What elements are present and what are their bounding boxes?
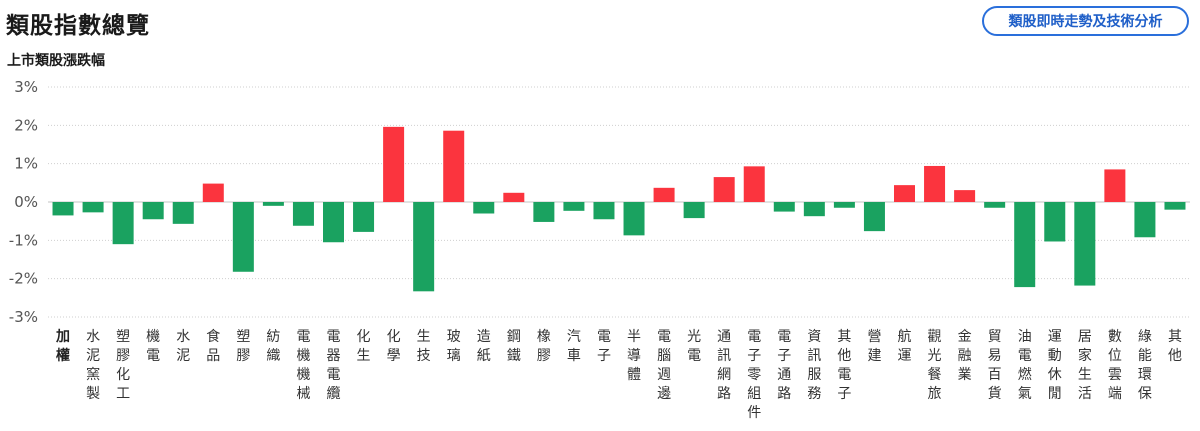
x-tick-label: 金融業 — [958, 329, 972, 383]
bar-營建[interactable] — [863, 202, 885, 232]
bar-運動休閒[interactable] — [1044, 202, 1066, 242]
bar-水泥窯製[interactable] — [82, 202, 104, 213]
bar-金融業[interactable] — [954, 190, 976, 202]
x-tick-label: 生技 — [417, 329, 431, 364]
bar-電子[interactable] — [593, 202, 615, 220]
bar-數位雲端[interactable] — [1104, 169, 1126, 202]
chart-title: 上市類股漲跌幅 — [7, 53, 105, 69]
x-tick-label: 機電 — [146, 329, 160, 364]
bar-電腦週邊[interactable] — [653, 187, 675, 202]
x-tick-label: 油電燃氣 — [1018, 329, 1032, 402]
bar-造紙[interactable] — [473, 202, 495, 214]
x-tick-label: 其他電子 — [837, 329, 851, 402]
bar-電機機械[interactable] — [292, 202, 314, 226]
x-tick-label: 資訊服務 — [807, 329, 821, 402]
x-tick-label: 食品 — [206, 328, 220, 364]
x-tick-label: 塑膠化工 — [116, 329, 130, 402]
x-tick-label: 塑膠 — [236, 329, 250, 364]
x-tick-label: 數位雲端 — [1108, 329, 1122, 402]
x-tick-label: 其他 — [1168, 329, 1182, 364]
bar-電器電纜[interactable] — [323, 202, 344, 243]
y-tick-label: 2% — [14, 116, 38, 134]
bar-橡膠[interactable] — [533, 202, 555, 222]
x-tick-label: 造紙 — [477, 329, 491, 364]
bar-紡織[interactable] — [262, 202, 284, 206]
bar-水泥[interactable] — [172, 202, 194, 224]
x-tick-label: 光電 — [687, 329, 701, 364]
bar-加權[interactable] — [52, 202, 74, 216]
bar-光電[interactable] — [683, 202, 705, 219]
sector-trend-analysis-button[interactable]: 類股即時走勢及技術分析 — [982, 6, 1189, 36]
bar-航運[interactable] — [894, 185, 915, 202]
y-tick-label: -3% — [9, 308, 38, 326]
bar-居家生活[interactable] — [1074, 202, 1096, 286]
bar-油電燃氣[interactable] — [1014, 202, 1036, 288]
x-tick-label: 半導體 — [627, 329, 641, 383]
bar-其他電子[interactable] — [833, 202, 855, 208]
chart-bars — [52, 126, 1186, 292]
x-tick-label: 電腦週邊 — [657, 329, 671, 402]
bar-機電[interactable] — [142, 202, 164, 220]
y-tick-label: -2% — [9, 270, 38, 288]
bar-鋼鐵[interactable] — [503, 192, 525, 202]
bar-塑膠化工[interactable] — [112, 202, 134, 245]
x-tick-label: 水泥 — [176, 329, 190, 364]
x-tick-label: 橡膠 — [537, 329, 551, 364]
bar-貿易百貨[interactable] — [984, 202, 1006, 208]
x-tick-label: 航運 — [898, 329, 912, 364]
x-tick-label: 電子零組件 — [747, 329, 761, 421]
bar-汽車[interactable] — [563, 202, 585, 211]
bar-觀光餐旅[interactable] — [924, 165, 946, 202]
x-tick-label: 化學 — [387, 329, 401, 364]
x-tick-label: 貿易百貨 — [988, 329, 1002, 402]
y-tick-label: -1% — [9, 231, 38, 249]
bar-綠能環保[interactable] — [1134, 202, 1156, 238]
x-tick-label: 電機機械 — [296, 329, 310, 402]
x-tick-label: 觀光餐旅 — [928, 329, 942, 402]
bar-資訊服務[interactable] — [803, 202, 825, 217]
page-title: 類股指數總覽 — [6, 13, 150, 39]
bar-生技[interactable] — [413, 202, 435, 292]
x-tick-label: 電子 — [597, 329, 611, 364]
x-tick-label: 居家生活 — [1078, 329, 1092, 402]
bar-食品[interactable] — [202, 183, 224, 202]
x-tick-label: 鋼鐵 — [507, 329, 521, 364]
bar-其他[interactable] — [1164, 202, 1186, 210]
x-tick-label: 電子通路 — [777, 329, 791, 402]
x-tick-label: 營建 — [867, 329, 881, 364]
bar-化生[interactable] — [353, 202, 375, 232]
x-tick-label: 紡織 — [266, 329, 280, 364]
x-tick-label: 電器電纜 — [327, 329, 341, 402]
y-tick-label: 1% — [14, 155, 38, 173]
y-axis: 3% 2% 1% 0% -1% -2% -3% — [9, 78, 38, 326]
bar-通訊網路[interactable] — [713, 177, 735, 202]
x-tick-label: 水泥窯製 — [86, 329, 100, 402]
bar-電子零組件[interactable] — [743, 166, 765, 202]
x-tick-label: 加權 — [55, 329, 70, 364]
x-tick-label: 玻璃 — [447, 329, 461, 364]
bar-塑膠[interactable] — [232, 202, 254, 272]
y-tick-label: 3% — [14, 78, 38, 96]
bar-玻璃[interactable] — [443, 130, 465, 202]
bar-化學[interactable] — [383, 126, 405, 202]
x-tick-label: 化生 — [357, 329, 371, 364]
bar-電子通路[interactable] — [773, 202, 795, 212]
bar-半導體[interactable] — [623, 202, 645, 236]
x-tick-label: 汽車 — [567, 329, 581, 364]
y-tick-label: 0% — [14, 193, 38, 211]
x-tick-label: 運動休閒 — [1048, 329, 1062, 402]
x-tick-label: 通訊網路 — [717, 329, 731, 402]
x-tick-label: 綠能環保 — [1138, 329, 1152, 402]
